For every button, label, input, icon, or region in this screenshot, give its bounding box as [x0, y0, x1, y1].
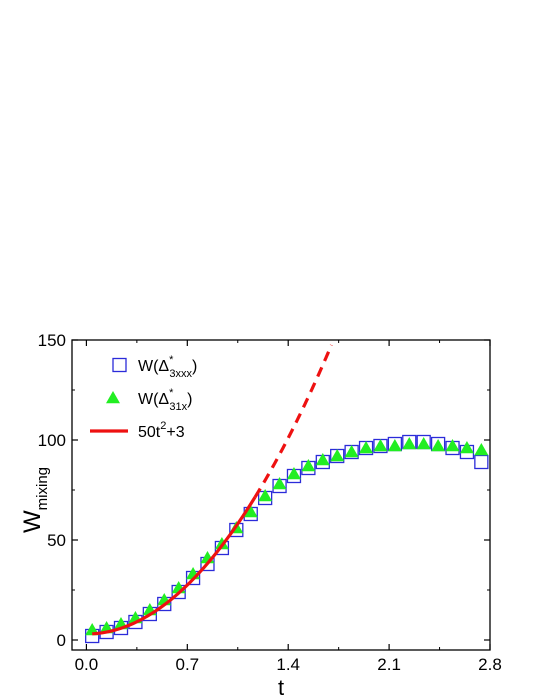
- plot-layer: [85, 344, 489, 644]
- triangle-marker: [344, 445, 359, 458]
- y-tick-label: 0: [57, 631, 66, 650]
- y-axis-title-main: W: [19, 510, 46, 533]
- legend-label: W(Δ* 31x): [138, 387, 192, 413]
- triangle-marker: [474, 443, 489, 456]
- legend-label-close: ): [192, 358, 197, 375]
- x-axis-title: t: [278, 675, 284, 699]
- legend-label: 50t2+3: [138, 420, 185, 441]
- y-tick-label: 100: [38, 431, 66, 450]
- legend-square-swatch: [112, 357, 127, 373]
- y-tick-label: 150: [38, 331, 66, 350]
- legend-label-sup: *: [169, 354, 174, 366]
- triangle-marker: [431, 439, 446, 452]
- legend-label-close: +3: [166, 424, 184, 441]
- x-tick-label: 0.7: [175, 655, 199, 674]
- triangle-marker: [272, 477, 287, 490]
- legend-label: W(Δ* 3xxx): [138, 354, 197, 380]
- fit-curve-dashed: [253, 344, 333, 498]
- x-tick-label: 2.1: [377, 655, 401, 674]
- legend: W(Δ* 3xxx)W(Δ* 31x)50t2+3: [90, 354, 197, 441]
- x-tick-label: 2.8: [478, 655, 502, 674]
- legend-triangle-swatch: [106, 391, 120, 404]
- triangle-marker: [243, 505, 258, 518]
- triangle-marker: [359, 441, 374, 454]
- triangle-marker: [373, 439, 388, 452]
- y-axis-title: Wmixing: [19, 467, 51, 533]
- triangle-marker: [387, 439, 402, 452]
- x-tick-label: 0.0: [75, 655, 99, 674]
- triangle-marker: [286, 467, 301, 480]
- legend-label-main: 50t: [138, 424, 161, 441]
- axes-layer: 0.0 0.7 1.4 2.1 2.8 0 50 100 150 t Wmixing: [19, 331, 502, 699]
- triangle-marker: [459, 441, 474, 454]
- fit-curve-solid: [92, 496, 257, 636]
- legend-label-main: W(Δ: [138, 358, 169, 375]
- x-tick-label: 1.4: [276, 655, 300, 674]
- y-axis-title-sub: mixing: [34, 467, 51, 510]
- legend-label-sub: 3xxx: [169, 368, 192, 380]
- legend-label-sup: 2: [160, 420, 166, 432]
- square-marker: [474, 454, 489, 470]
- legend-label-close: ): [187, 391, 192, 408]
- plot-frame: [71, 339, 491, 651]
- triangle-marker: [258, 489, 273, 502]
- legend-label-main: W(Δ: [138, 391, 169, 408]
- triangle-marker: [301, 459, 316, 472]
- y-tick-label: 50: [47, 531, 66, 550]
- legend-label-sup: *: [169, 387, 174, 399]
- legend-label-sub: 31x: [169, 401, 187, 413]
- triangle-marker: [416, 437, 431, 450]
- triangle-marker: [330, 449, 345, 462]
- triangle-marker: [445, 439, 460, 452]
- triangle-marker: [402, 437, 417, 450]
- triangle-marker: [315, 453, 330, 466]
